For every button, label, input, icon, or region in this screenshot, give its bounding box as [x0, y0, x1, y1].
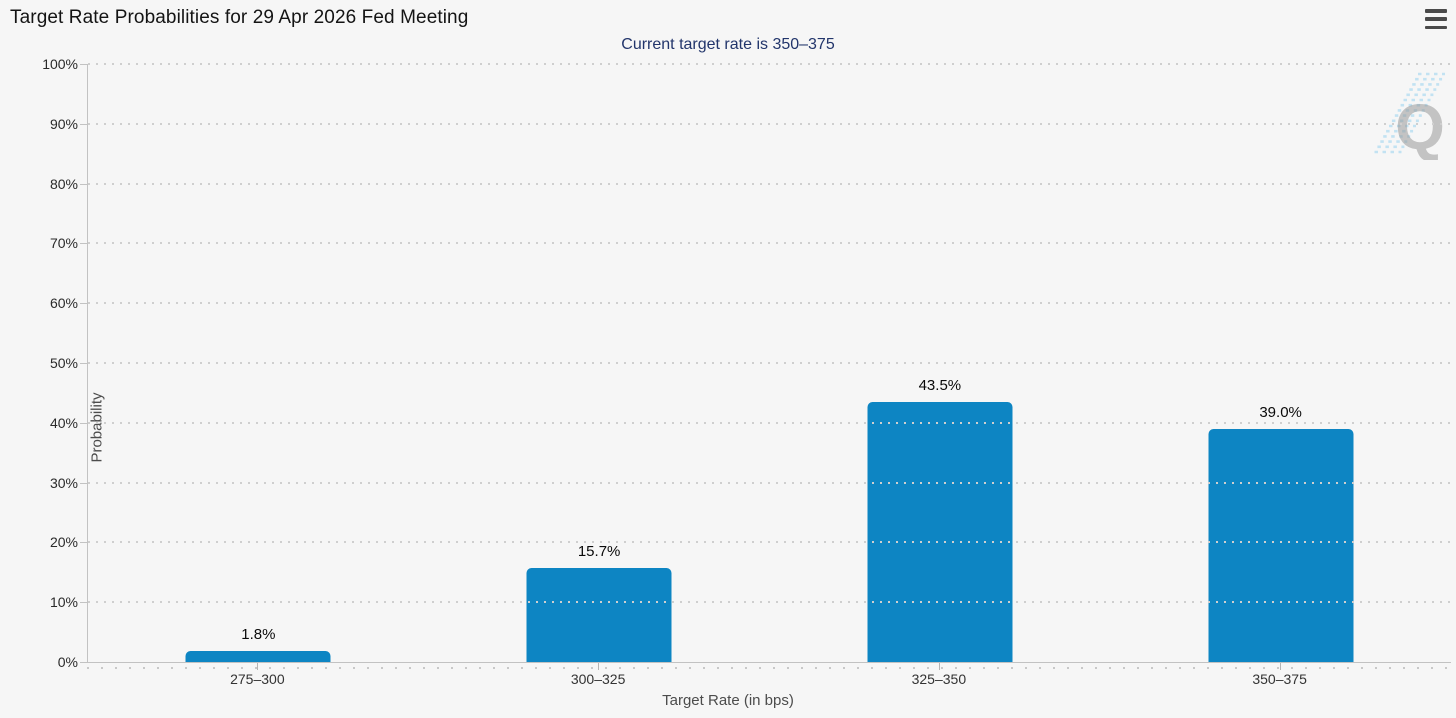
bar-350-375[interactable] [1208, 428, 1354, 662]
chart-title: Target Rate Probabilities for 29 Apr 202… [10, 7, 469, 28]
chart-subtitle: Current target rate is 350–375 [621, 36, 835, 53]
x-axis-tick-mark [938, 663, 940, 670]
bar-325-350[interactable] [867, 401, 1013, 662]
y-axis-tick-label: 90% [49, 115, 78, 132]
hamburger-icon [1425, 25, 1447, 29]
x-axis-minor-ticks [87, 667, 1450, 669]
bar-300-325[interactable] [526, 568, 672, 662]
y-axis-tick-mark [80, 482, 87, 484]
bar-value-label: 39.0% [1259, 403, 1302, 421]
hamburger-icon [1425, 9, 1447, 13]
y-axis-tick-mark [80, 422, 87, 424]
y-axis-tick-mark [80, 123, 87, 125]
x-axis-tick-label: 350–375 [1252, 671, 1307, 687]
y-axis-tick-mark [80, 64, 87, 65]
y-axis-tick-label: 60% [49, 295, 78, 312]
y-axis-tick-mark [80, 303, 87, 305]
x-axis-title: Target Rate (in bps) [662, 692, 794, 709]
y-axis-tick-mark [80, 363, 87, 364]
y-axis-tick-label: 80% [49, 175, 78, 192]
y-axis-tick-label: 40% [49, 414, 78, 431]
x-axis-tick-mark [1279, 663, 1281, 670]
x-axis-tick-mark [598, 663, 600, 670]
y-axis-tick-label: 70% [49, 235, 78, 252]
y-axis-tick-mark [80, 662, 87, 663]
bar-column: 39.0% [1110, 64, 1451, 662]
y-axis-tick-mark [80, 542, 87, 544]
bar-value-label: 43.5% [918, 376, 962, 394]
y-axis-tick-mark [80, 183, 87, 185]
bar-275-300[interactable] [185, 651, 331, 662]
x-axis-tick-label: 275–300 [230, 671, 285, 687]
bar-column: 43.5% [770, 64, 1111, 662]
chart-menu-button[interactable] [1425, 9, 1449, 29]
x-axis-labels: 275–300 300–325 325–350 350–375 [87, 671, 1450, 687]
bar-value-label: 15.7% [577, 543, 621, 561]
x-axis-tick-label: 300–325 [570, 671, 626, 687]
y-axis-tick-label: 100% [42, 56, 78, 72]
bar-column: 15.7% [429, 64, 770, 662]
y-axis-tick-label: 30% [49, 474, 78, 491]
y-axis-tick-label: 10% [49, 594, 78, 611]
y-axis-tick-label: 50% [49, 355, 78, 371]
y-axis-tick-mark [80, 602, 87, 604]
x-axis-tick-label: 325–350 [911, 671, 967, 687]
plot-area: Probability 1.8% 15.7% 43.5% 39.0% [87, 63, 1451, 663]
bar-value-label: 1.8% [241, 626, 276, 644]
x-axis-tick-mark [257, 663, 259, 670]
y-axis-tick-label: 0% [57, 654, 78, 670]
hamburger-icon [1425, 17, 1447, 21]
y-axis-tick-mark [80, 243, 87, 245]
bar-column: 1.8% [88, 64, 429, 662]
y-axis-tick-label: 20% [49, 534, 78, 551]
bars-row: 1.8% 15.7% 43.5% 39.0% [88, 64, 1451, 662]
